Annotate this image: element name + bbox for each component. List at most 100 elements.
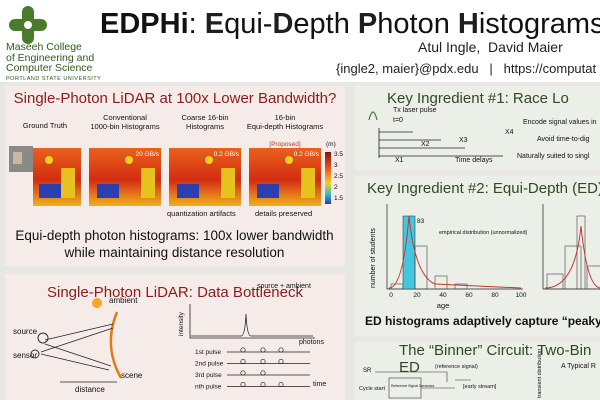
label: 2nd pulse: [195, 361, 224, 368]
bottleneck-figure: source ambient sensor scene distance intensit…: [13, 283, 326, 394]
wires: [375, 371, 471, 389]
axis-label: transient distribution: [537, 349, 543, 398]
binner-figure: SR (reference signal) [early stream] Cycle …: [359, 349, 596, 399]
photon: [240, 347, 246, 353]
panel: The “Binner” Circuit: Two-Bin ED: [355, 342, 600, 400]
label: X1: [395, 157, 404, 164]
panel-title: Single-Photon LiDAR at 100x Lower Bandwi…: [13, 90, 337, 107]
depth-lamp: [285, 156, 293, 164]
label: source: [13, 327, 38, 336]
image-label-text: 1000-bin Histograms: [90, 122, 159, 131]
label: SR: [363, 368, 372, 374]
label: sensor: [13, 351, 37, 360]
title-part: EDPHi: [100, 8, 189, 40]
label: 3.5: [334, 151, 343, 158]
lidar-figure: Ground Truth Conventional 1000-bin Histogr…: [9, 113, 343, 218]
image-label: Conventional 1000-bin Histograms: [90, 113, 159, 131]
label: 2.5: [334, 173, 343, 180]
label: Naturally suited to singl: [517, 153, 590, 160]
label: Time delays: [455, 157, 493, 164]
label: X2: [421, 141, 430, 148]
authors: Atul Ingle, David Maier: [418, 39, 563, 55]
poster-title: EDPHi: Equi-Depth Photon Histograms for: [100, 8, 600, 41]
density-curve: [544, 225, 600, 289]
histogram-bin: [414, 245, 428, 290]
logo: [9, 6, 47, 44]
label: 0: [389, 292, 393, 299]
logo-line: Maseeh College: [6, 41, 82, 53]
label: photons: [299, 339, 324, 346]
caption: Equi-depth photon histograms: 100x lower…: [15, 228, 334, 260]
label: Tx laser pulse: [393, 107, 437, 114]
label: time: [313, 381, 326, 388]
label: scene: [121, 371, 143, 380]
title-part: E: [204, 8, 225, 40]
image-label-text: Ground Truth: [23, 121, 67, 130]
scene-surface: [109, 311, 123, 379]
histogram-bin: [586, 265, 600, 290]
label: empirical distribution (unnormalized): [439, 230, 528, 236]
histogram-bin: [434, 275, 448, 290]
label: Avoid time-to-dig: [537, 136, 590, 143]
label: X4: [505, 129, 514, 136]
contact: {ingle2, maier}@pdx.edu | https://comput…: [336, 61, 597, 76]
label: 80: [491, 292, 499, 299]
race-lines: [378, 128, 503, 158]
sensor-icon: [30, 349, 40, 359]
panel-title: Key Ingredient #2: Equi-Depth (ED): [367, 180, 600, 197]
depth-object: [39, 184, 61, 198]
block: [388, 377, 422, 399]
logo-line: of Engineering and: [6, 51, 95, 64]
rate-label: 0.2 GB/s: [294, 151, 320, 158]
label: Encode signal values in: [523, 119, 597, 126]
label: details preserved: [255, 209, 312, 218]
photon: [240, 358, 246, 365]
photon: [240, 381, 246, 388]
label: 1st pulse: [195, 349, 221, 356]
image-label-text: Coarse 16-bin: [181, 113, 228, 122]
depth-object: [61, 168, 75, 198]
title-part: P: [357, 8, 378, 40]
image-label-text: Conventional: [103, 113, 147, 122]
colorbar: [325, 152, 331, 204]
depth-lamp: [125, 156, 133, 164]
image-label: Coarse 16-bin Histograms: [181, 113, 228, 131]
depth-lamp: [205, 156, 213, 164]
label: (m): [326, 141, 336, 148]
rate-label: 20 GB/s: [136, 151, 160, 158]
label: age: [437, 301, 450, 310]
intensity-axes: [189, 304, 315, 339]
depth-object: [177, 184, 199, 198]
axes: [386, 204, 523, 290]
photon: [278, 381, 284, 388]
label: [early stream]: [463, 384, 497, 390]
histogram-bin: [454, 283, 468, 290]
photon: [278, 358, 284, 365]
header: [0, 0, 600, 82]
photon: [260, 381, 266, 388]
image-label-text: 16-bin: [275, 113, 296, 122]
panel-title: Single-Photon LiDAR: Data Bottleneck: [47, 284, 303, 301]
title-part: qui-: [224, 8, 273, 40]
intensity-curve: [191, 313, 313, 337]
photon: [260, 358, 266, 365]
label: X3: [459, 137, 468, 144]
depth-object: [257, 184, 279, 198]
race-figure: Tx laser pulse t=0 X1 X2 X3 X4 Time delays Enco…: [368, 107, 597, 164]
label: ambient: [109, 296, 138, 305]
label: 3rd pulse: [195, 372, 222, 379]
panel: Single-Photon LiDAR: Data Bottleneck: [5, 274, 345, 400]
title-part: epth: [293, 8, 358, 40]
label: 100: [516, 292, 527, 299]
label: distance: [75, 385, 105, 394]
depth-object: [221, 168, 235, 198]
rate-label: 0.2 GB/s: [214, 151, 240, 158]
panel: Key Ingredient #2: Equi-Depth (ED): [355, 176, 600, 336]
panel-title: Key Ingredient #1: Race Lo: [387, 90, 569, 107]
rays: [40, 323, 114, 371]
histogram-bin: [546, 273, 564, 290]
source-icon: [37, 332, 49, 344]
title-part: hoton: [377, 8, 458, 40]
